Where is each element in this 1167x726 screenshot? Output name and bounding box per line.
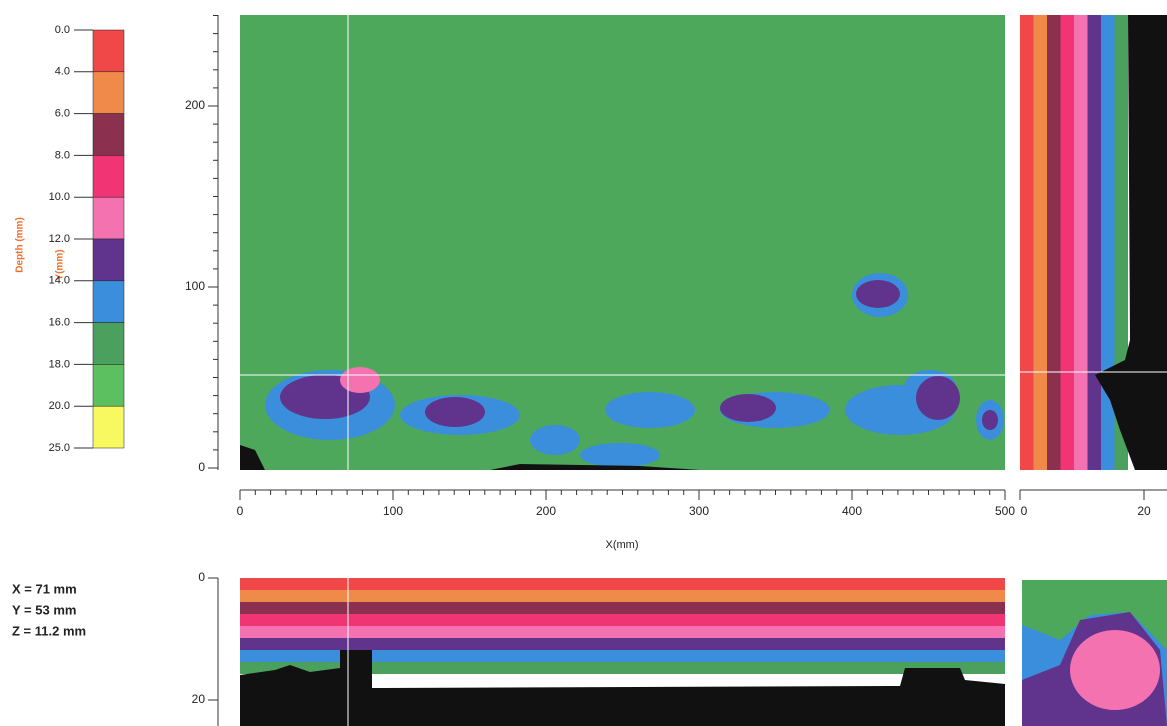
x-axis-label: X(mm)	[606, 539, 639, 551]
y-tick-label: 0	[198, 460, 205, 474]
bottom-stripe	[240, 602, 1005, 614]
bottom-stripe	[240, 578, 1005, 590]
legend-label: 10.0	[49, 191, 70, 203]
x-tick-label: 100	[383, 504, 403, 518]
y-tick-label: 100	[185, 279, 205, 293]
legend-swatch	[93, 281, 124, 323]
main-map	[240, 15, 1005, 470]
bottom-stripe	[240, 638, 1005, 650]
side-stripe	[1034, 15, 1048, 470]
side-stripe	[1047, 15, 1061, 470]
legend-swatch	[93, 239, 124, 281]
side-stripe	[1088, 15, 1102, 470]
legend-label: 18.0	[49, 358, 70, 370]
legend-label: 12.0	[49, 233, 70, 245]
side-stripe	[1020, 15, 1034, 470]
readout-y: Y = 53 mm	[12, 602, 76, 617]
legend-swatch	[93, 406, 124, 448]
x-tick-label: 200	[536, 504, 556, 518]
y-tick-label: 200	[185, 98, 205, 112]
legend-label: 20.0	[49, 400, 70, 412]
legend-swatch	[93, 30, 124, 72]
side-stripe	[1061, 15, 1075, 470]
legend-label: 4.0	[55, 66, 70, 78]
legend-swatch	[93, 155, 124, 197]
x-tick-label: 400	[842, 504, 862, 518]
bottom-stripe	[240, 626, 1005, 638]
legend-label: 0.0	[55, 24, 70, 36]
pink-region	[340, 367, 380, 393]
legend-swatch	[93, 114, 124, 156]
legend-label: 25.0	[49, 442, 70, 454]
x-tick-label: 500	[995, 504, 1015, 518]
zoom-panel	[1022, 580, 1167, 726]
x-tick-label: 0	[237, 504, 244, 518]
legend-swatch	[93, 197, 124, 239]
legend-label: 8.0	[55, 149, 70, 161]
bottom-stripe	[240, 614, 1005, 626]
legend-swatch	[93, 323, 124, 365]
bottom-y-tick-label: 0	[198, 570, 205, 584]
legend-label: 14.0	[49, 275, 70, 287]
bottom-profile	[240, 578, 1005, 726]
legend-label: 6.0	[55, 108, 70, 120]
bottom-stripe	[240, 590, 1005, 602]
legend-swatch	[93, 364, 124, 406]
readout-z: Z = 11.2 mm	[12, 623, 86, 638]
legend-label: 16.0	[49, 317, 70, 329]
side-stripe	[1074, 15, 1088, 470]
bottom-y-tick-label: 20	[192, 692, 206, 706]
depth-map-view: Depth (mm) Y(mm) X(mm) X = 71 mm Y = 53 …	[0, 0, 1167, 726]
x-tick-label: 300	[689, 504, 709, 518]
side-x-tick-label: 0	[1021, 504, 1028, 518]
legend-title: Depth (mm)	[15, 217, 26, 273]
legend-swatch	[93, 72, 124, 114]
readout-x: X = 71 mm	[12, 581, 77, 596]
side-x-tick-label: 20	[1137, 504, 1151, 518]
side-profile	[1020, 15, 1167, 470]
